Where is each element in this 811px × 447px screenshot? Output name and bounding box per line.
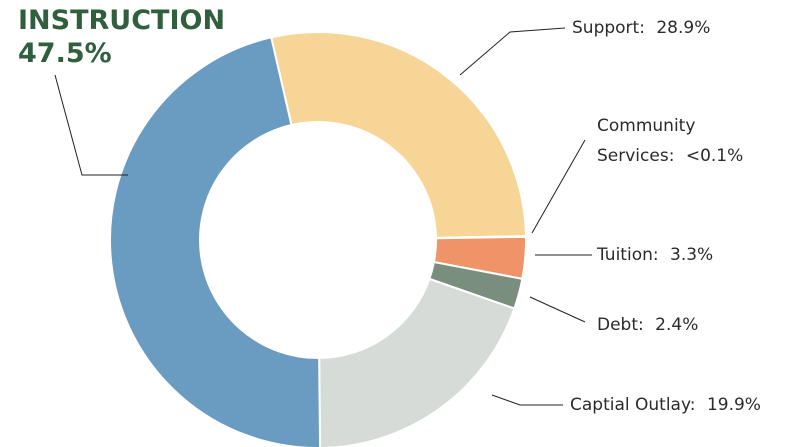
donut-segment [109, 36, 322, 447]
value-label: 28.9% [656, 18, 711, 38]
leader-line [459, 27, 566, 76]
donut-segment [318, 277, 516, 447]
donut-segment [270, 31, 527, 239]
category-label: Captial Outlay [570, 395, 696, 415]
category-label: Support [572, 18, 645, 38]
leader-line [491, 394, 563, 406]
category-label: INSTRUCTION [18, 5, 226, 36]
category-label: Community Services [597, 116, 695, 166]
value-label: 19.9% [706, 395, 761, 415]
segment-label: Debt 2.4% [597, 310, 698, 340]
category-label: Debt [597, 315, 644, 335]
segment-label: Tuition 3.3% [597, 240, 713, 270]
category-label: Tuition [597, 245, 659, 265]
value-label: 47.5% [18, 38, 112, 69]
value-label: <0.1% [685, 146, 744, 166]
value-label: 3.3% [670, 245, 714, 265]
leader-line [529, 296, 586, 323]
segment-label: INSTRUCTION 47.5% [18, 4, 225, 70]
value-label: 2.4% [655, 315, 699, 335]
segment-label: Captial Outlay 19.9% [570, 390, 761, 420]
leader-line [531, 139, 586, 234]
leader-line [54, 74, 128, 176]
segment-label: Support 28.9% [572, 13, 710, 43]
segment-label: Community Services <0.1% [597, 111, 757, 171]
